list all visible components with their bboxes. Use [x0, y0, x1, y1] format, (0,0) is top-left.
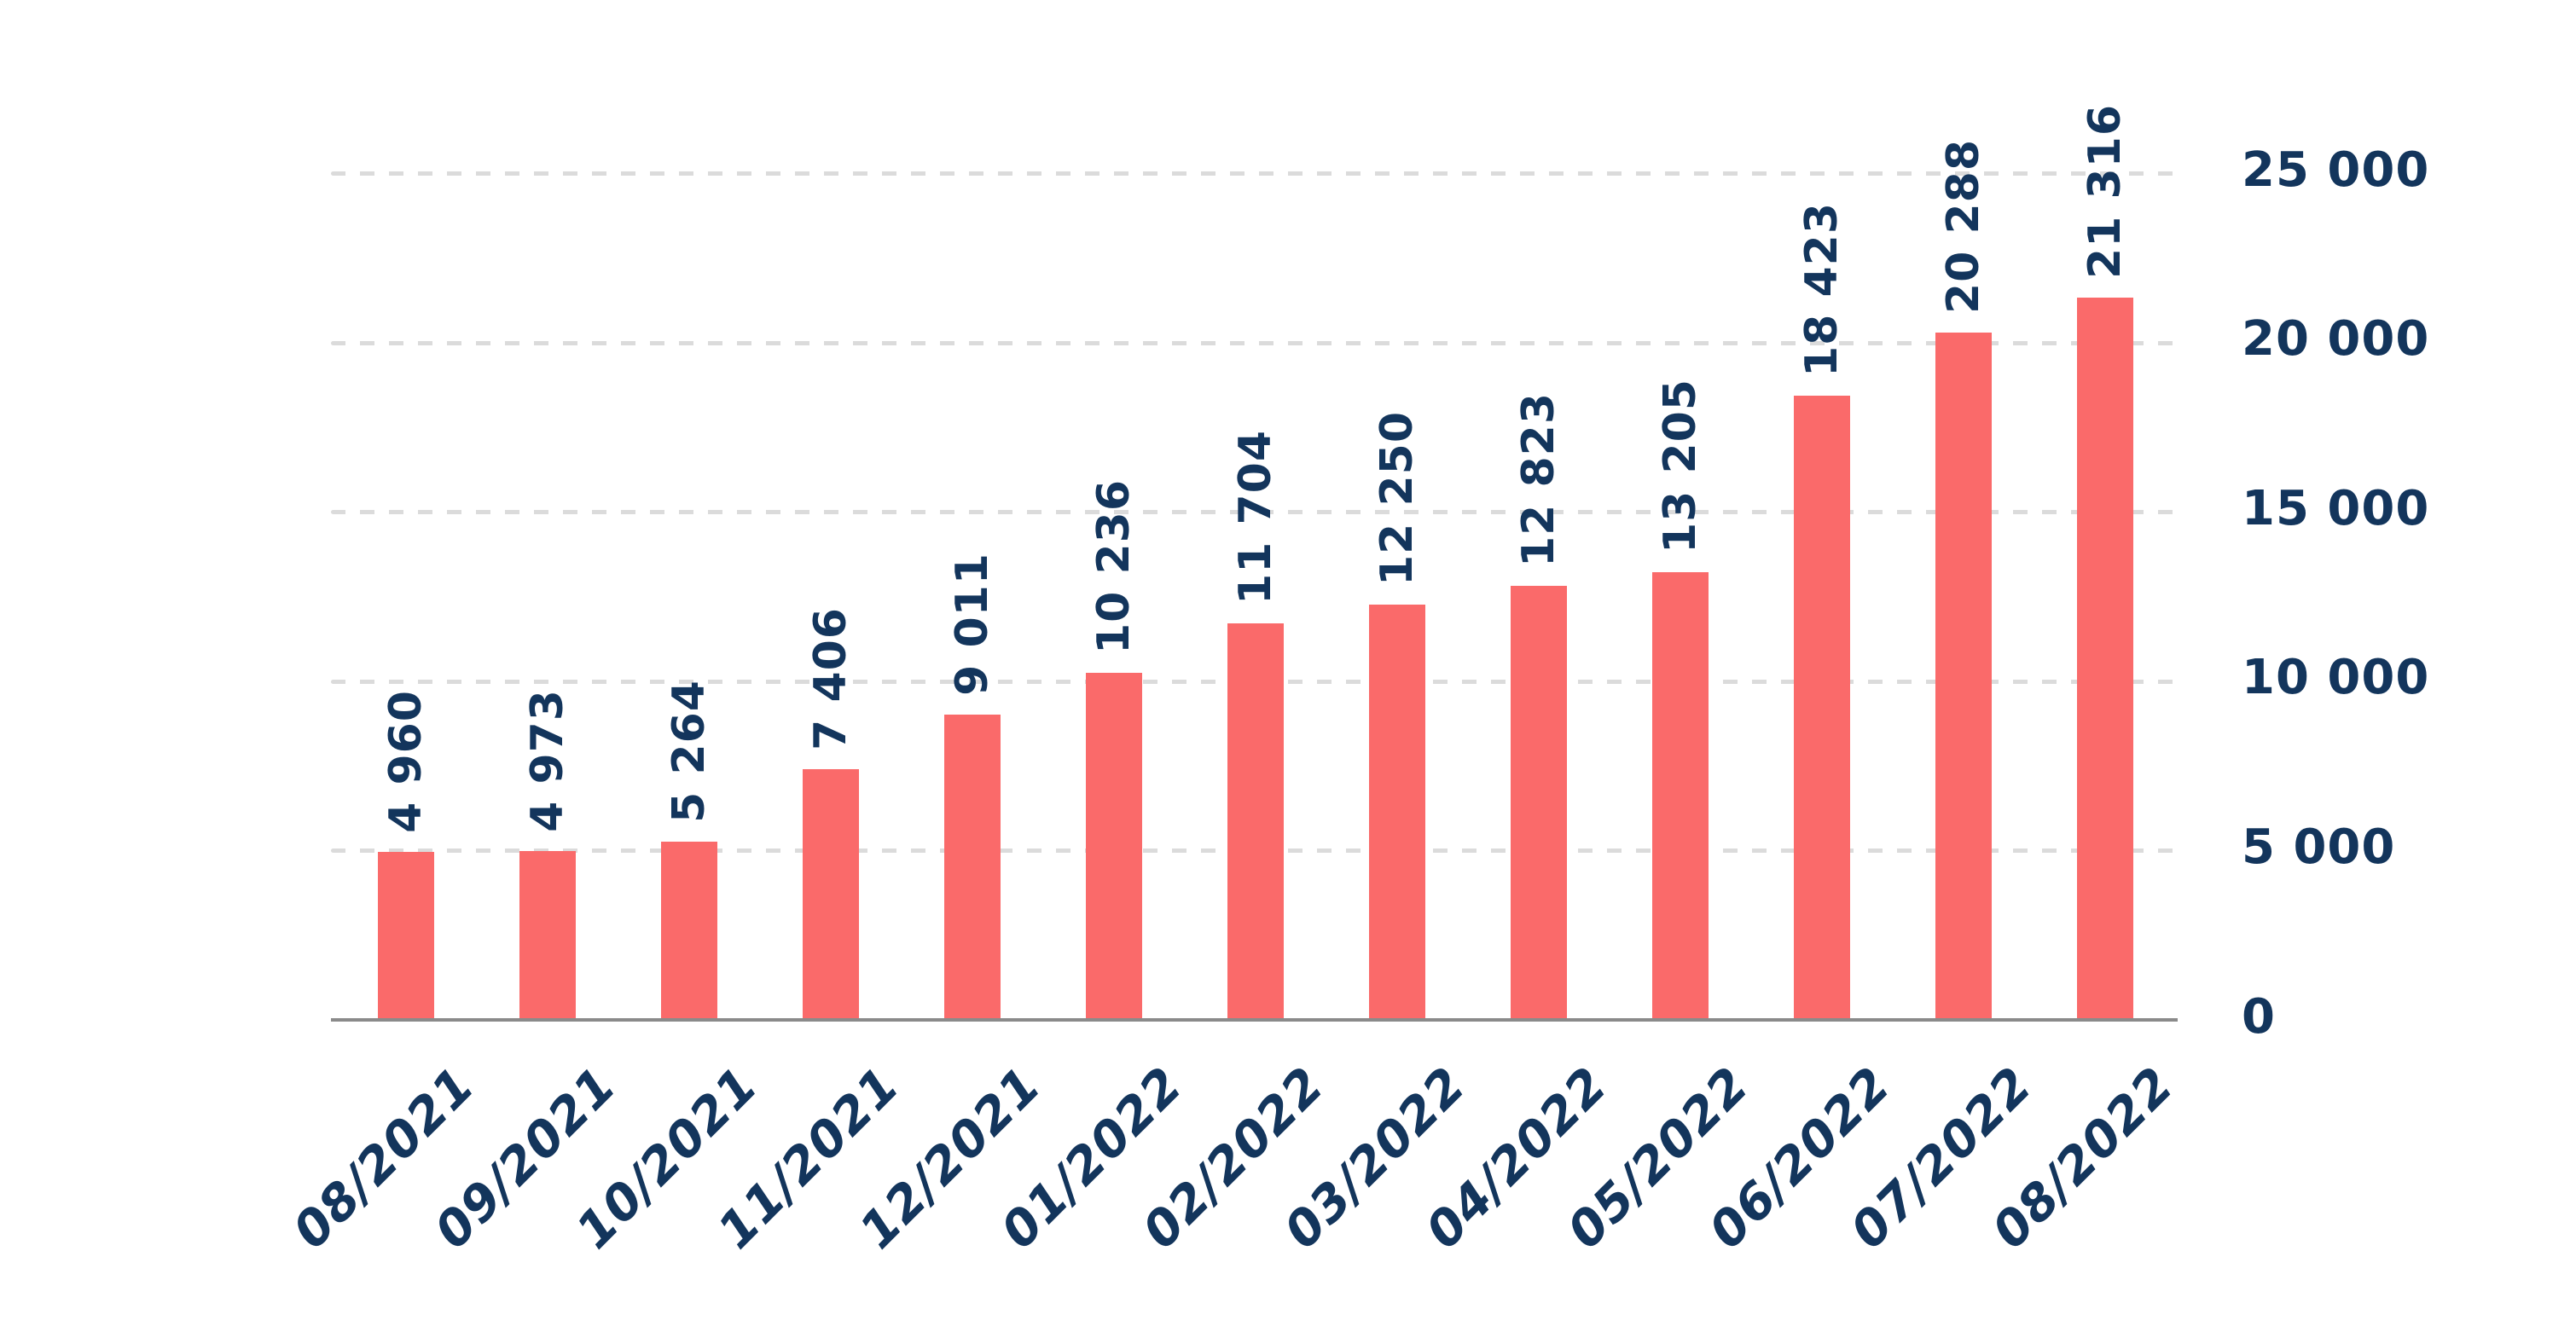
- bar: [1511, 586, 1567, 1020]
- bar: [1935, 333, 1992, 1020]
- bar-value-label: 11 704: [1230, 429, 1281, 605]
- bar: [1794, 396, 1850, 1020]
- bar: [1086, 673, 1142, 1020]
- bar: [1227, 623, 1284, 1020]
- y-tick-label: 5 000: [2242, 819, 2396, 875]
- bar-value-label: 4 973: [522, 689, 573, 832]
- y-tick-label: 10 000: [2242, 650, 2430, 706]
- bar-value-label: 10 236: [1088, 478, 1140, 654]
- bar-value-label: 20 288: [1938, 138, 1989, 314]
- bar-value-label: 4 960: [380, 690, 432, 833]
- y-tick-label: 25 000: [2242, 142, 2430, 198]
- bar-value-label: 7 406: [805, 607, 856, 750]
- bar: [803, 769, 859, 1020]
- y-tick-label: 20 000: [2242, 311, 2430, 368]
- bar: [519, 851, 576, 1020]
- y-tick-label: 0: [2242, 988, 2276, 1045]
- gridline: [331, 171, 2178, 176]
- gridline: [331, 510, 2178, 515]
- bar-value-label: 21 316: [2080, 103, 2131, 279]
- bar: [944, 715, 1001, 1020]
- bar: [378, 852, 434, 1020]
- bar: [1652, 572, 1709, 1020]
- bar: [1369, 605, 1425, 1020]
- gridline: [331, 340, 2178, 345]
- bar: [2077, 298, 2133, 1020]
- bar: [661, 842, 717, 1020]
- bar-value-label: 18 423: [1796, 201, 1848, 377]
- bar-value-label: 12 823: [1513, 391, 1564, 567]
- bar-value-label: 13 205: [1655, 378, 1706, 553]
- bar-value-label: 12 250: [1372, 410, 1423, 586]
- x-axis-line: [331, 1018, 2178, 1022]
- bar-value-label: 5 264: [664, 680, 715, 823]
- y-tick-label: 15 000: [2242, 480, 2430, 536]
- bar-value-label: 9 011: [947, 553, 998, 696]
